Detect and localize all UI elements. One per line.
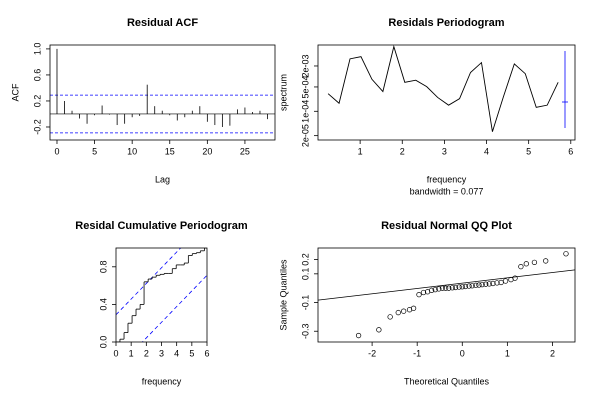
x-tick-label: 6	[568, 146, 573, 156]
x-axis-label: Theoretical Quantiles	[404, 376, 490, 386]
qq-point	[432, 286, 438, 293]
x-tick-label: 2	[550, 348, 555, 358]
x-tick-label: 6	[204, 348, 209, 358]
qq-point	[456, 284, 462, 290]
x-axis-label: frequency	[142, 376, 182, 386]
x-tick-label: 0	[54, 146, 59, 156]
x-tick-label: 25	[240, 146, 250, 156]
plot-box	[317, 247, 576, 343]
qq-point	[502, 278, 509, 284]
qq-point	[518, 264, 524, 270]
x-tick-label: 1	[129, 348, 134, 358]
plot-area	[327, 45, 568, 132]
plot-area	[318, 269, 575, 301]
x-tick-label: 20	[202, 146, 212, 156]
panel-title: Residual Normal QQ Plot	[381, 220, 512, 232]
spectrum-line	[327, 45, 559, 132]
qq-point	[494, 280, 500, 286]
qq-point	[436, 286, 442, 292]
qq-point	[473, 282, 479, 288]
qq-point	[469, 283, 475, 289]
qq-point	[395, 309, 401, 316]
plot-box	[49, 44, 276, 141]
qq-point	[442, 285, 449, 291]
panel-title: Residals Periodogram	[388, 17, 504, 29]
y-tick-label: -0.3	[300, 323, 310, 339]
qq-point	[428, 287, 435, 293]
plot-area	[50, 48, 275, 134]
x-tick-label: 4	[174, 348, 179, 358]
x-tick-label: 5	[189, 348, 194, 358]
x-tick-label: 1	[358, 146, 363, 156]
y-tick-label: -0.2	[32, 119, 42, 135]
qq-point	[376, 327, 382, 333]
qq-point	[416, 291, 422, 298]
y-tick-label: 1.0	[32, 43, 42, 56]
x-tick-label: 5	[92, 146, 97, 156]
qq-point	[446, 285, 452, 291]
x-tick-label: -2	[368, 348, 376, 358]
x-axis-label: Lag	[155, 174, 170, 184]
y-tick-label: 2e-05	[300, 124, 310, 147]
y-tick-label: 0.1	[300, 268, 310, 281]
qq-point	[449, 285, 456, 291]
y-axis-label: Sample Quantiles	[278, 259, 288, 331]
qq-point	[420, 289, 427, 296]
qq-point	[439, 285, 446, 291]
x-tick-label: -1	[413, 348, 421, 358]
y-tick-label: 0.0	[98, 336, 108, 349]
x-axis-label: frequency	[427, 174, 467, 184]
plot-box	[317, 44, 576, 141]
y-tick-label: 0.8	[98, 261, 108, 274]
qq-point	[483, 281, 489, 287]
qq-point	[531, 259, 538, 266]
qq-point	[462, 283, 469, 290]
band-line	[141, 274, 207, 342]
x-tick-label: 3	[159, 348, 164, 358]
qq-point	[543, 258, 549, 264]
panel-title: Residual ACF	[127, 17, 198, 29]
y-tick-label: -0.1	[300, 295, 310, 311]
qq-point	[355, 332, 362, 339]
y-tick-label: 1e-04	[300, 100, 310, 123]
qq-point	[479, 281, 485, 288]
panel-title: Residal Cumulative Periodogram	[75, 220, 248, 232]
qq-point	[466, 283, 472, 289]
qq-line	[318, 269, 575, 301]
x-tick-label: 4	[484, 146, 489, 156]
qq-point	[387, 314, 393, 320]
x-tick-label: 5	[526, 146, 531, 156]
qq-point	[410, 305, 417, 311]
x-tick-label: 2	[144, 348, 149, 358]
plot-area	[116, 248, 207, 342]
y-axis-label: spectrum	[278, 74, 288, 111]
x-tick-label: 3	[442, 146, 447, 156]
y-tick-label: 5e-04	[300, 75, 310, 98]
y-axis-label: ACF	[10, 83, 20, 102]
qq-point	[523, 261, 529, 267]
x-tick-label: 1	[505, 348, 510, 358]
x-tick-label: 10	[127, 146, 137, 156]
qq-point	[512, 275, 518, 281]
qq-point	[563, 251, 569, 257]
x-tick-label: 2	[400, 146, 405, 156]
qq-point	[476, 282, 482, 288]
x-tick-label: 15	[165, 146, 175, 156]
y-tick-label: 0.2	[300, 253, 310, 266]
qq-point	[490, 280, 496, 287]
qq-point	[459, 284, 465, 290]
qq-point	[486, 281, 492, 287]
y-tick-label: 2e-03	[300, 54, 310, 77]
y-tick-label: 0.2	[32, 95, 42, 108]
subtitle: bandwidth = 0.077	[410, 186, 484, 196]
qq-point	[452, 284, 459, 291]
y-tick-label: 0.4	[98, 298, 108, 311]
band-line	[116, 248, 182, 316]
qq-point	[401, 308, 407, 314]
y-tick-label: 0.6	[32, 69, 42, 82]
x-tick-label: 0	[113, 348, 118, 358]
x-tick-label: 0	[460, 348, 465, 358]
